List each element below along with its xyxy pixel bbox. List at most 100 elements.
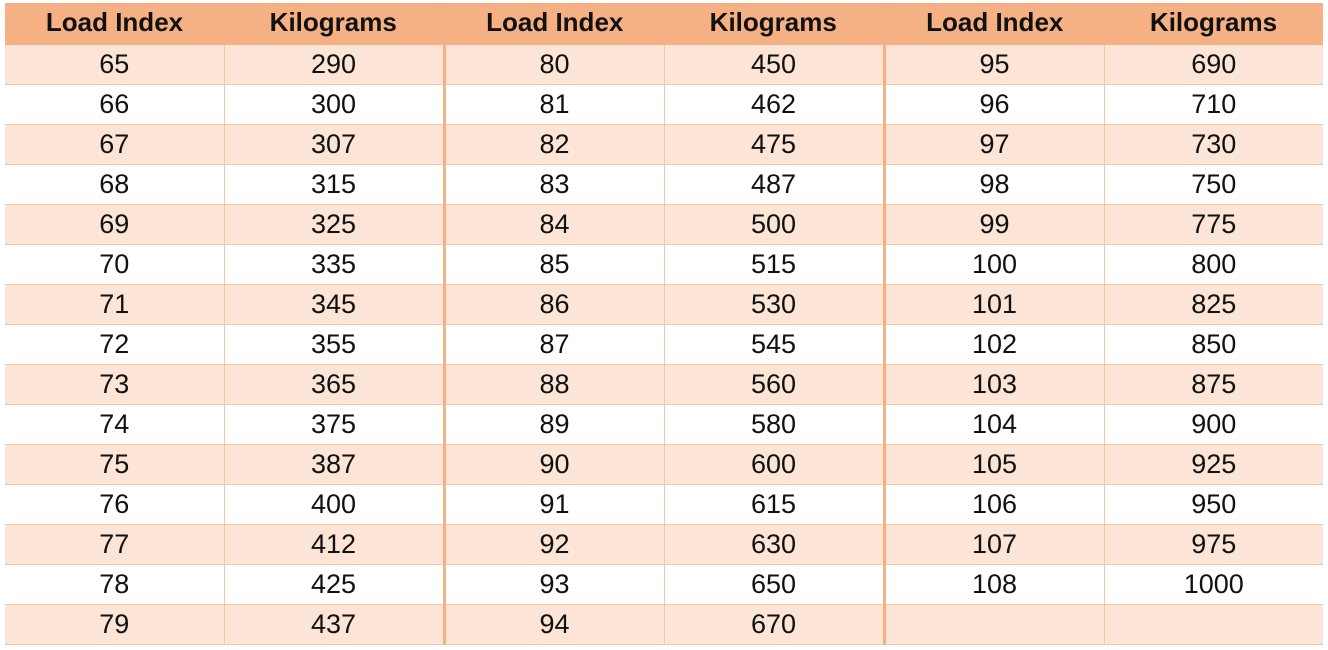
- kilograms-cell-3: 950: [1103, 484, 1323, 525]
- load-index-cell-2: 94: [442, 604, 664, 645]
- kilograms-cell-2: 475: [663, 124, 884, 165]
- table-row: 65 290 80 450 95 690: [5, 43, 1323, 85]
- load-index-cell-2: 89: [442, 404, 664, 445]
- table-row: 66 300 81 462 96 710: [5, 84, 1323, 125]
- kilograms-cell-2: 630: [663, 524, 884, 565]
- load-index-cell-1: 70: [5, 244, 224, 285]
- table-row: 72 355 87 545 102 850: [5, 324, 1323, 365]
- kilograms-cell-3: 710: [1103, 84, 1323, 125]
- table-row: 69 325 84 500 99 775: [5, 204, 1323, 245]
- load-index-cell-1: 65: [5, 43, 224, 85]
- load-index-cell-2: 88: [442, 364, 664, 405]
- load-index-cell-3: 106: [882, 484, 1104, 525]
- kilograms-cell-3: 800: [1103, 244, 1323, 285]
- load-index-cell-3: 96: [882, 84, 1104, 125]
- load-index-cell-3: [882, 604, 1104, 645]
- load-index-cell-2: 86: [442, 284, 664, 325]
- load-index-cell-1: 66: [5, 84, 224, 125]
- header-load-index-1: Load Index: [5, 3, 224, 45]
- load-index-table-wrapper: Load Index Kilograms Load Index Kilogram…: [5, 3, 1323, 645]
- kilograms-cell-2: 670: [663, 604, 884, 645]
- kilograms-cell-3: 730: [1103, 124, 1323, 165]
- kilograms-cell-2: 545: [663, 324, 884, 365]
- kilograms-cell-3: 775: [1103, 204, 1323, 245]
- load-index-cell-3: 108: [882, 564, 1104, 605]
- load-index-cell-1: 77: [5, 524, 224, 565]
- kilograms-cell-3: 750: [1103, 164, 1323, 205]
- kilograms-cell-3: 690: [1103, 43, 1323, 85]
- kilograms-cell-1: 437: [223, 604, 444, 645]
- load-index-cell-3: 98: [882, 164, 1104, 205]
- load-index-cell-3: 104: [882, 404, 1104, 445]
- kilograms-cell-1: 400: [223, 484, 444, 525]
- load-index-cell-3: 105: [882, 444, 1104, 485]
- load-index-cell-3: 100: [882, 244, 1104, 285]
- kilograms-cell-3: 875: [1103, 364, 1323, 405]
- table-row: 75 387 90 600 105 925: [5, 444, 1323, 485]
- load-index-table: Load Index Kilograms Load Index Kilogram…: [5, 3, 1323, 645]
- kilograms-cell-2: 450: [663, 43, 884, 85]
- table-row: 67 307 82 475 97 730: [5, 124, 1323, 165]
- kilograms-cell-2: 580: [663, 404, 884, 445]
- kilograms-cell-1: 307: [223, 124, 444, 165]
- load-index-cell-1: 72: [5, 324, 224, 365]
- load-index-cell-1: 75: [5, 444, 224, 485]
- kilograms-cell-3: 900: [1103, 404, 1323, 445]
- load-index-cell-3: 107: [882, 524, 1104, 565]
- load-index-cell-1: 68: [5, 164, 224, 205]
- load-index-cell-3: 103: [882, 364, 1104, 405]
- kilograms-cell-3: 825: [1103, 284, 1323, 325]
- table-row: 68 315 83 487 98 750: [5, 164, 1323, 205]
- load-index-cell-3: 95: [882, 43, 1104, 85]
- load-index-cell-2: 84: [442, 204, 664, 245]
- load-index-cell-2: 87: [442, 324, 664, 365]
- kilograms-cell-2: 500: [663, 204, 884, 245]
- kilograms-cell-1: 325: [223, 204, 444, 245]
- table-row: 73 365 88 560 103 875: [5, 364, 1323, 405]
- load-index-cell-2: 81: [442, 84, 664, 125]
- load-index-cell-2: 83: [442, 164, 664, 205]
- kilograms-cell-3: 925: [1103, 444, 1323, 485]
- kilograms-cell-2: 615: [663, 484, 884, 525]
- kilograms-cell-1: 290: [223, 43, 444, 85]
- table-body: 65 290 80 450 95 690 66 300 81 462 96 710 67 307 82 475…: [5, 43, 1323, 645]
- load-index-cell-2: 82: [442, 124, 664, 165]
- load-index-cell-3: 99: [882, 204, 1104, 245]
- load-index-cell-2: 90: [442, 444, 664, 485]
- kilograms-cell-1: 355: [223, 324, 444, 365]
- header-row: Load Index Kilograms Load Index Kilogram…: [5, 3, 1323, 45]
- kilograms-cell-1: 345: [223, 284, 444, 325]
- load-index-cell-1: 67: [5, 124, 224, 165]
- kilograms-cell-1: 300: [223, 84, 444, 125]
- kilograms-cell-1: 425: [223, 564, 444, 605]
- kilograms-cell-3: [1103, 604, 1323, 645]
- header-load-index-2: Load Index: [442, 3, 664, 45]
- table-row: 74 375 89 580 104 900: [5, 404, 1323, 445]
- load-index-cell-2: 80: [442, 43, 664, 85]
- load-index-cell-2: 92: [442, 524, 664, 565]
- table-row: 77 412 92 630 107 975: [5, 524, 1323, 565]
- kilograms-cell-3: 850: [1103, 324, 1323, 365]
- load-index-cell-1: 73: [5, 364, 224, 405]
- kilograms-cell-1: 365: [223, 364, 444, 405]
- header-kilograms-3: Kilograms: [1104, 3, 1323, 45]
- table-row: 78 425 93 650 108 1000: [5, 564, 1323, 605]
- load-index-cell-1: 76: [5, 484, 224, 525]
- kilograms-cell-2: 462: [663, 84, 884, 125]
- load-index-cell-3: 97: [882, 124, 1104, 165]
- kilograms-cell-1: 387: [223, 444, 444, 485]
- table-row: 70 335 85 515 100 800: [5, 244, 1323, 285]
- load-index-cell-1: 69: [5, 204, 224, 245]
- kilograms-cell-3: 1000: [1103, 564, 1323, 605]
- kilograms-cell-2: 487: [663, 164, 884, 205]
- load-index-cell-2: 93: [442, 564, 664, 605]
- load-index-cell-1: 78: [5, 564, 224, 605]
- header-kilograms-2: Kilograms: [664, 3, 884, 45]
- load-index-cell-2: 91: [442, 484, 664, 525]
- table-row: 71 345 86 530 101 825: [5, 284, 1323, 325]
- load-index-cell-1: 74: [5, 404, 224, 445]
- kilograms-cell-1: 375: [223, 404, 444, 445]
- kilograms-cell-2: 530: [663, 284, 884, 325]
- table-row: 76 400 91 615 106 950: [5, 484, 1323, 525]
- kilograms-cell-1: 315: [223, 164, 444, 205]
